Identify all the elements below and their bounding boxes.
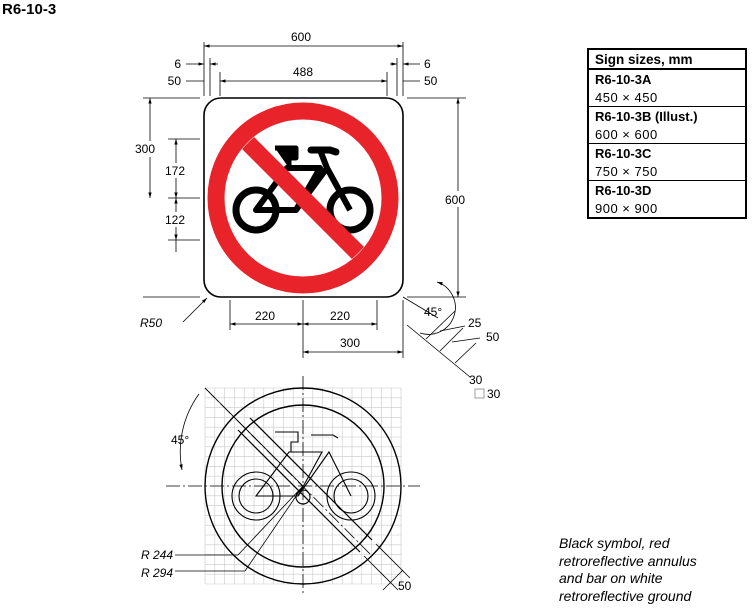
dim-radius-inner: R 244 (141, 548, 173, 562)
grid-size-a: 30 (469, 373, 483, 387)
dim-margin-right: 6 (424, 57, 431, 71)
dim-bar-width: 50 (398, 579, 412, 593)
size-dims-c: 750 × 750 (587, 162, 747, 181)
dim-right-height: 600 (445, 193, 465, 207)
dim-angle-grid: 45° (171, 433, 189, 447)
sign-illustration (203, 97, 404, 298)
dim-inner-left: 50 (168, 74, 182, 88)
dim-inner-right: 50 (424, 74, 438, 88)
sizes-table-header: Sign sizes, mm (587, 48, 747, 70)
size-dims-d: 900 × 900 (587, 199, 747, 219)
size-dims-a: 450 × 450 (587, 88, 747, 107)
bottom-dimension-lines (229, 300, 404, 358)
dim-corner-radius: R50 (140, 316, 162, 330)
dim-margin-left: 6 (174, 57, 181, 71)
dim-angle-top: 45° (424, 305, 442, 319)
size-code-c: R6-10-3C (587, 143, 747, 162)
top-dimension-lines (186, 42, 420, 96)
grid-size-b: 30 (487, 387, 501, 401)
bar-angle-detail (402, 281, 481, 378)
dim-bottom-right: 220 (330, 309, 350, 323)
dim-left-lower: 122 (165, 213, 185, 227)
size-code-b: R6-10-3B (Illust.) (587, 106, 747, 125)
dim-bar-outer: 50 (486, 330, 500, 344)
red-bar (234, 129, 372, 267)
grid-cell-sample (474, 388, 485, 399)
note-line: retroreflective annulus (559, 552, 697, 569)
sign-sizes-table: Sign sizes, mm R6-10-3A 450 × 450 R6-10-… (587, 48, 747, 219)
radius-leader (182, 297, 208, 323)
dim-inner-width: 488 (293, 65, 313, 79)
sign-code-title: R6-10-3 (2, 1, 57, 18)
note-line: retroreflective ground (559, 587, 692, 604)
red-annulus (207, 102, 399, 294)
dim-left-height: 300 (135, 142, 155, 156)
dim-top-width: 600 (291, 30, 311, 44)
size-dims-b: 600 × 600 (587, 125, 747, 144)
dim-bottom-left: 220 (255, 309, 275, 323)
size-code-d: R6-10-3D (587, 180, 747, 199)
construction-grid (166, 376, 420, 596)
dim-bottom-total: 300 (340, 336, 360, 350)
size-code-a: R6-10-3A (587, 68, 747, 88)
left-dimension-lines (143, 97, 200, 298)
note-line: and bar on white (559, 570, 663, 586)
dim-radius-outer: R 294 (141, 566, 173, 580)
note-line: Black symbol, red (559, 535, 670, 551)
colour-note: Black symbol, red retroreflective annulu… (559, 535, 749, 605)
dim-bar-inner: 25 (468, 316, 482, 330)
dim-left-upper: 172 (165, 164, 185, 178)
